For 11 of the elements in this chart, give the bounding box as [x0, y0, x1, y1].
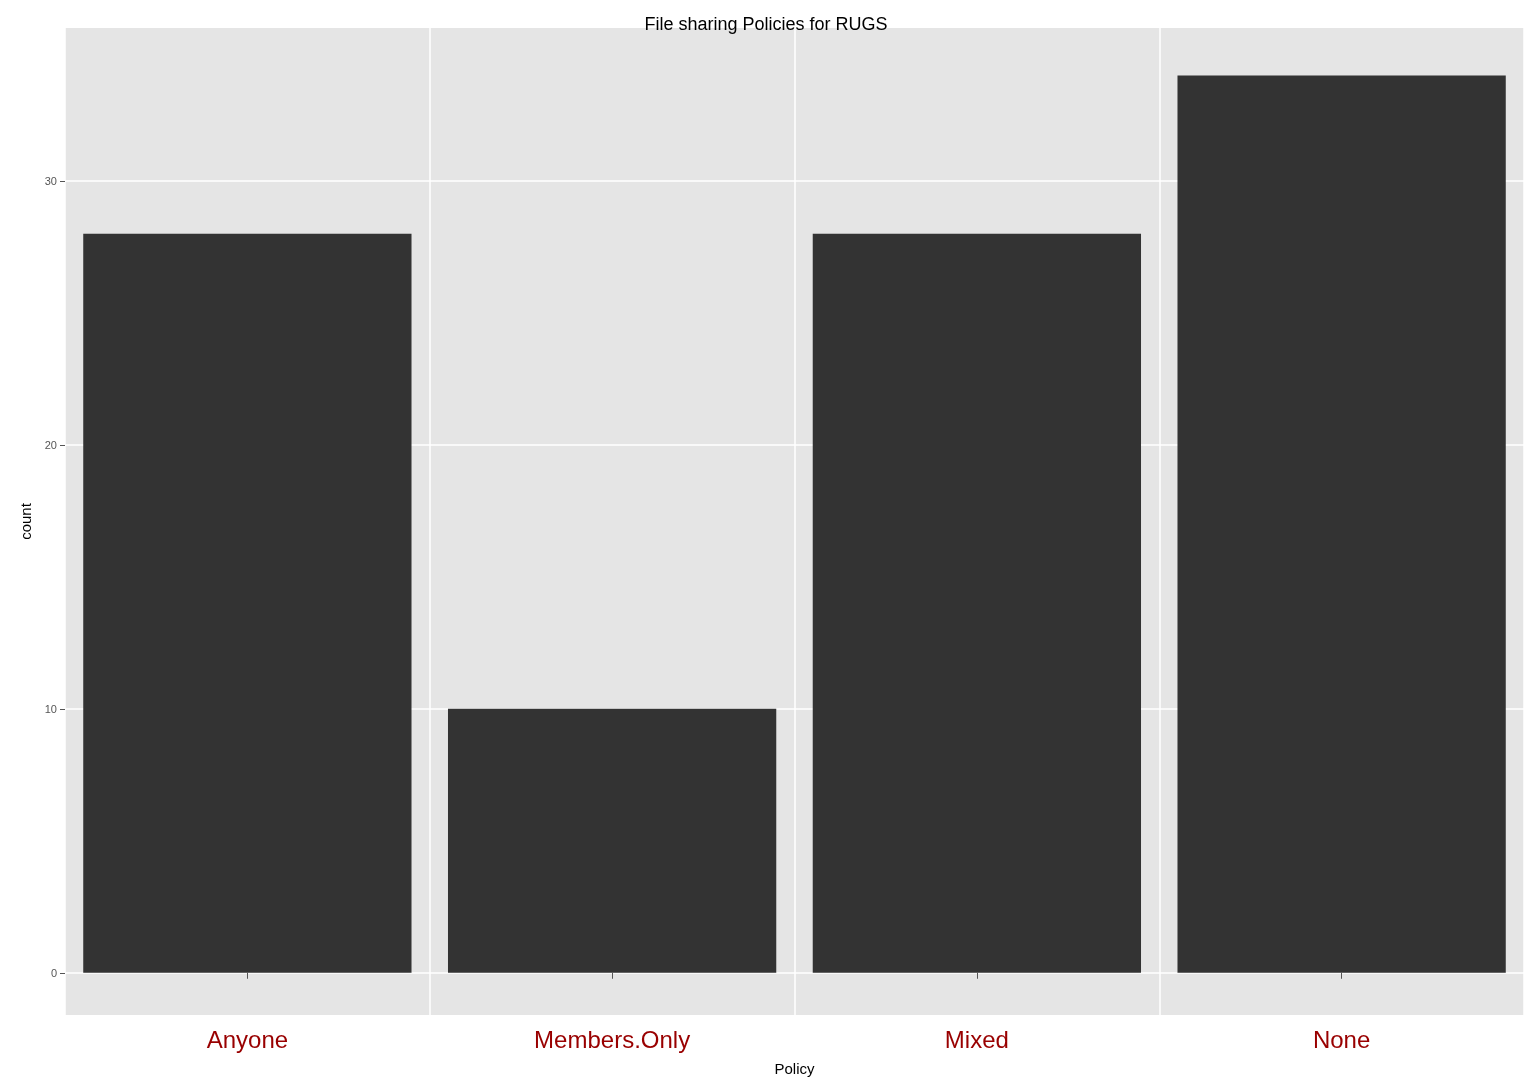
y-axis-title: count	[17, 502, 34, 540]
x-tick-label: Mixed	[944, 1025, 1009, 1053]
x-tick-label: None	[1312, 1025, 1371, 1053]
y-tick-label: 10	[44, 702, 57, 715]
y-tick-label: 20	[44, 438, 57, 451]
chart-title: File sharing Policies for RUGS	[644, 14, 888, 34]
x-tick-label: Members.Only	[534, 1025, 691, 1053]
x-axis-title: Policy	[774, 1060, 815, 1077]
x-tick-label: Anyone	[206, 1025, 289, 1053]
y-tick-label: 0	[50, 966, 57, 979]
y-tick-label: 30	[44, 175, 57, 188]
